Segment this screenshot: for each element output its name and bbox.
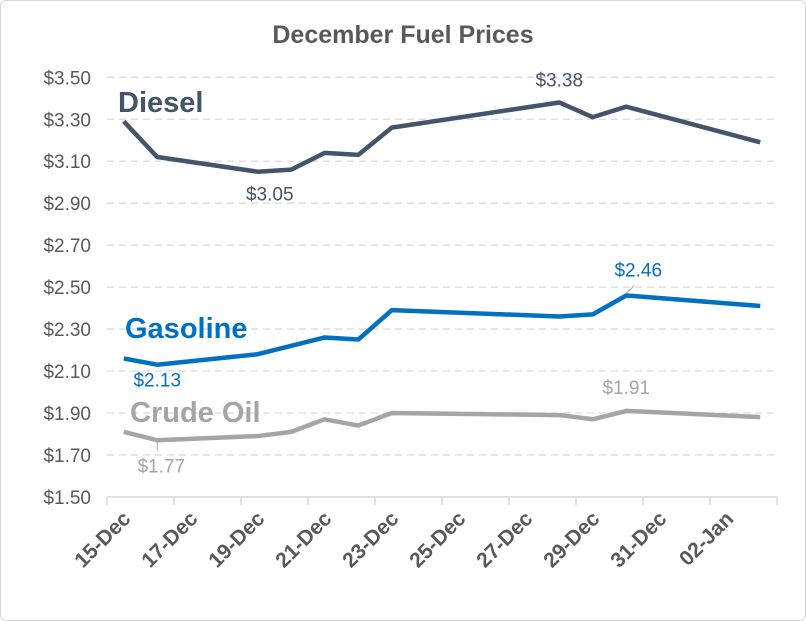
x-tick-label: 21-Dec [271,507,336,572]
data-label: $1.77 [137,456,185,477]
y-tick-label: $2.70 [43,236,91,257]
y-tick-label: $2.30 [43,320,91,341]
series-name-label: Gasoline [125,313,248,345]
y-tick-label: $1.90 [43,404,91,425]
y-tick-label: $2.90 [43,194,91,215]
data-label: $3.38 [535,70,583,91]
x-tick-label: 17-Dec [137,507,202,572]
x-tick-label: 31-Dec [606,507,671,572]
y-tick-label: $2.10 [43,362,91,383]
y-tick-label: $2.50 [43,278,91,299]
data-label: $2.46 [614,260,662,281]
x-tick-label: 15-Dec [70,507,135,572]
y-tick-label: $1.50 [43,488,91,509]
y-tick-label: $3.50 [43,68,91,89]
series-name-label: Crude Oil [130,397,261,429]
x-tick-label: 02-Jan [675,507,738,570]
x-tick-label: 29-Dec [539,507,604,572]
data-label: $1.91 [602,378,650,399]
x-tick-label: 23-Dec [338,507,403,572]
series-name-label: Diesel [118,87,203,119]
y-tick-label: $3.10 [43,152,91,173]
y-tick-label: $3.30 [43,110,91,131]
data-label: $2.13 [133,371,181,392]
chart-title: December Fuel Prices [272,21,533,49]
data-label: $3.05 [246,185,294,206]
x-tick-label: 25-Dec [405,507,470,572]
x-tick-label: 27-Dec [472,507,537,572]
y-tick-label: $1.70 [43,446,91,467]
leader-line [625,285,635,294]
x-tick-label: 19-Dec [204,507,269,572]
